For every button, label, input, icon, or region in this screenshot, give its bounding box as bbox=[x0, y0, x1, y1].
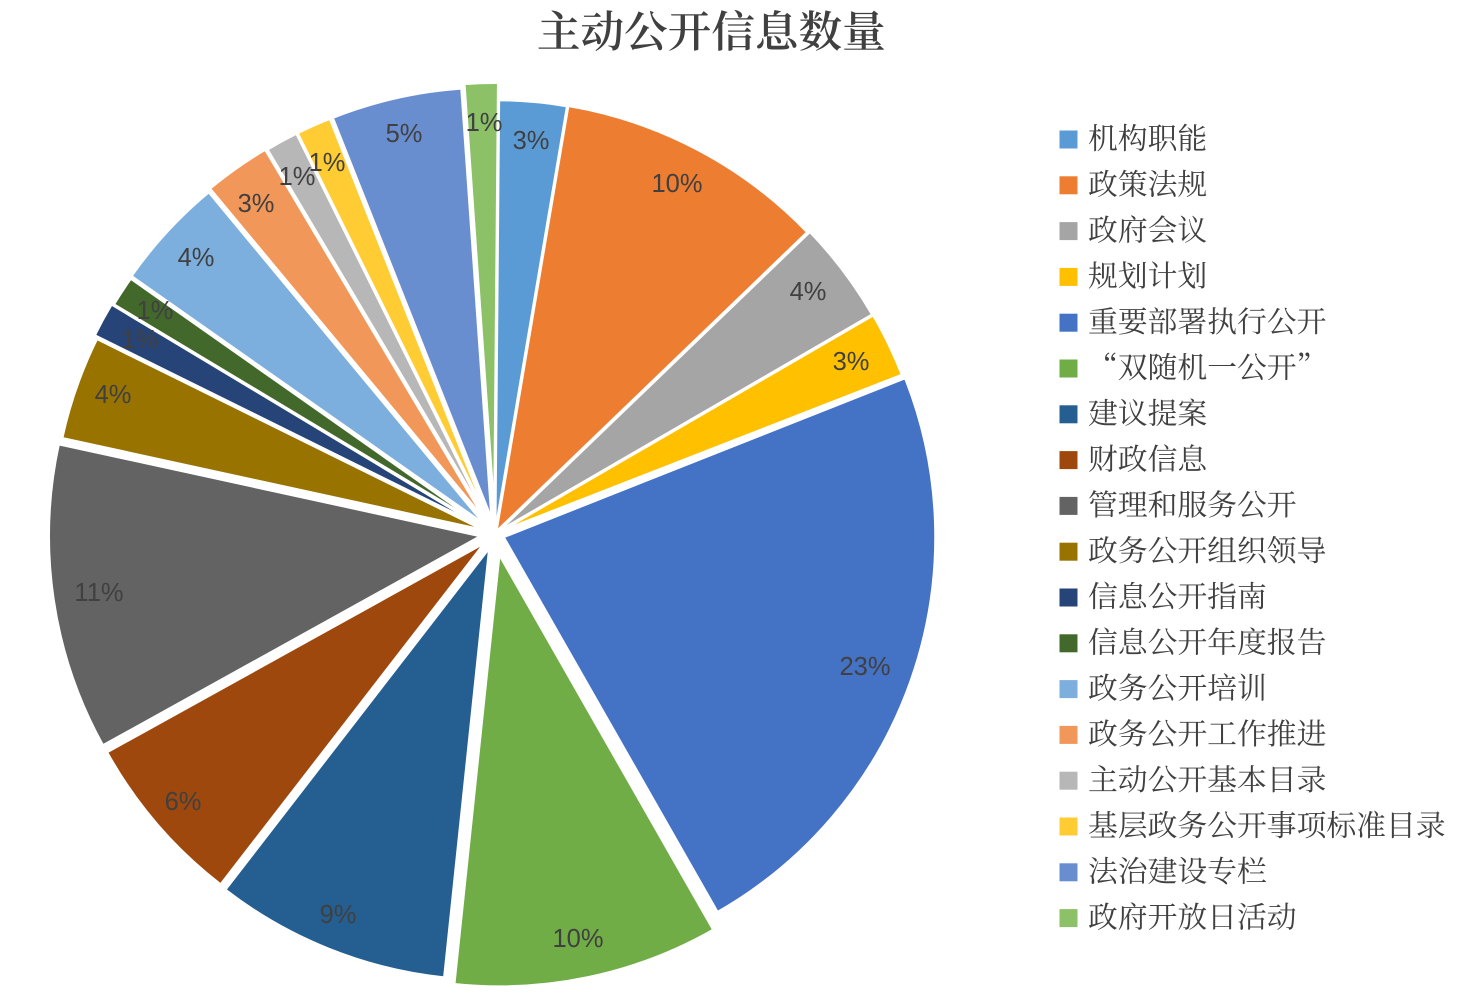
svg-text:5%: 5% bbox=[386, 120, 423, 148]
svg-text:3%: 3% bbox=[833, 348, 870, 376]
svg-text:10%: 10% bbox=[552, 925, 603, 953]
svg-text:4%: 4% bbox=[790, 278, 827, 306]
svg-text:1%: 1% bbox=[466, 109, 503, 137]
svg-text:4%: 4% bbox=[95, 381, 132, 409]
svg-text:1%: 1% bbox=[137, 297, 174, 325]
svg-text:3%: 3% bbox=[238, 190, 275, 218]
svg-text:6%: 6% bbox=[165, 788, 202, 816]
svg-text:23%: 23% bbox=[839, 653, 890, 681]
svg-text:1%: 1% bbox=[122, 326, 159, 354]
svg-text:1%: 1% bbox=[309, 149, 346, 177]
svg-text:1%: 1% bbox=[279, 163, 316, 191]
svg-text:9%: 9% bbox=[320, 901, 357, 929]
svg-text:10%: 10% bbox=[651, 170, 702, 198]
svg-text:4%: 4% bbox=[178, 244, 215, 272]
svg-text:3%: 3% bbox=[513, 127, 550, 155]
svg-text:11%: 11% bbox=[74, 579, 123, 607]
